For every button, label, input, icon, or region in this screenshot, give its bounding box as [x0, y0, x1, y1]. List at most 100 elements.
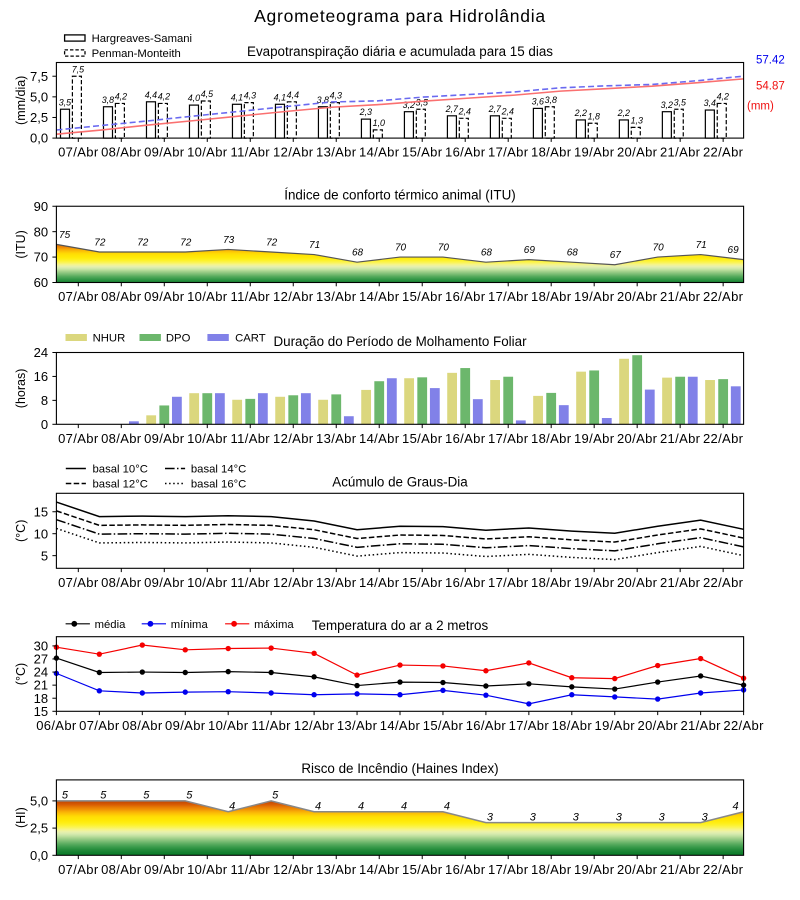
svg-text:16/Abr: 16/Abr: [445, 289, 486, 304]
svg-text:1,3: 1,3: [631, 115, 643, 125]
svg-text:18/Abr: 18/Abr: [531, 862, 572, 877]
svg-text:7,5: 7,5: [72, 64, 84, 74]
svg-text:(°C): (°C): [14, 663, 28, 685]
svg-text:2,7: 2,7: [488, 104, 502, 114]
svg-text:70: 70: [34, 250, 48, 265]
svg-text:5: 5: [272, 790, 279, 802]
svg-text:19/Abr: 19/Abr: [574, 862, 615, 877]
svg-text:14/Abr: 14/Abr: [359, 145, 400, 160]
svg-text:14/Abr: 14/Abr: [380, 718, 421, 733]
svg-text:3: 3: [530, 811, 537, 823]
svg-text:16: 16: [34, 369, 48, 384]
svg-text:22/Abr: 22/Abr: [703, 145, 744, 160]
svg-text:19/Abr: 19/Abr: [574, 575, 615, 590]
svg-text:11/Abr: 11/Abr: [251, 718, 291, 733]
svg-text:10/Abr: 10/Abr: [187, 289, 228, 304]
svg-text:11/Abr: 11/Abr: [231, 289, 271, 304]
svg-text:11/Abr: 11/Abr: [231, 575, 271, 590]
svg-text:75: 75: [59, 230, 71, 241]
svg-text:09/Abr: 09/Abr: [144, 289, 185, 304]
svg-text:4,1: 4,1: [274, 92, 286, 102]
svg-text:5: 5: [100, 790, 107, 802]
svg-text:07/Abr: 07/Abr: [58, 862, 99, 877]
svg-text:16/Abr: 16/Abr: [466, 718, 507, 733]
svg-text:13/Abr: 13/Abr: [337, 718, 378, 733]
svg-text:16/Abr: 16/Abr: [445, 575, 486, 590]
svg-text:70: 70: [395, 243, 407, 254]
svg-text:19/Abr: 19/Abr: [595, 718, 636, 733]
svg-text:19/Abr: 19/Abr: [574, 431, 615, 446]
svg-text:4: 4: [401, 801, 407, 813]
svg-text:4,2: 4,2: [115, 92, 127, 102]
svg-text:Evapotranspiração diária e acu: Evapotranspiração diária e acumulada par…: [247, 44, 553, 59]
svg-text:14/Abr: 14/Abr: [359, 431, 400, 446]
svg-text:08/Abr: 08/Abr: [101, 289, 142, 304]
svg-text:11/Abr: 11/Abr: [231, 431, 271, 446]
svg-text:15/Abr: 15/Abr: [402, 575, 443, 590]
svg-text:14/Abr: 14/Abr: [359, 289, 400, 304]
svg-text:07/Abr: 07/Abr: [58, 145, 99, 160]
svg-text:17/Abr: 17/Abr: [488, 862, 529, 877]
svg-text:13/Abr: 13/Abr: [316, 145, 357, 160]
svg-text:4,3: 4,3: [244, 91, 256, 101]
svg-text:21/Abr: 21/Abr: [660, 431, 701, 446]
svg-text:80: 80: [34, 224, 48, 239]
svg-text:média: média: [95, 619, 126, 631]
svg-text:7,5: 7,5: [30, 69, 48, 84]
svg-text:5: 5: [143, 790, 150, 802]
svg-text:30: 30: [34, 639, 48, 654]
svg-text:2,3: 2,3: [359, 107, 372, 117]
svg-text:(mm): (mm): [747, 100, 774, 112]
svg-text:69: 69: [524, 245, 536, 256]
svg-text:3,8: 3,8: [102, 95, 114, 105]
svg-text:(ITU): (ITU): [14, 230, 28, 258]
svg-text:14/Abr: 14/Abr: [359, 862, 400, 877]
svg-text:20/Abr: 20/Abr: [617, 431, 658, 446]
svg-text:18/Abr: 18/Abr: [531, 289, 572, 304]
svg-text:68: 68: [567, 248, 579, 259]
svg-text:07/Abr: 07/Abr: [58, 575, 99, 590]
svg-text:21: 21: [34, 678, 48, 693]
svg-text:15: 15: [34, 504, 48, 519]
svg-text:17/Abr: 17/Abr: [488, 289, 529, 304]
svg-text:2,5: 2,5: [30, 821, 48, 836]
svg-text:60: 60: [34, 275, 48, 290]
svg-text:3: 3: [616, 811, 623, 823]
svg-text:4: 4: [444, 801, 450, 813]
svg-text:Temperatura do ar a 2 metros: Temperatura do ar a 2 metros: [312, 618, 489, 633]
svg-text:4,1: 4,1: [231, 92, 243, 102]
svg-text:3,5: 3,5: [416, 97, 428, 107]
svg-text:18/Abr: 18/Abr: [531, 145, 572, 160]
svg-text:10/Abr: 10/Abr: [187, 862, 228, 877]
svg-text:3: 3: [702, 811, 709, 823]
svg-text:(HI): (HI): [14, 807, 28, 828]
svg-text:13/Abr: 13/Abr: [316, 289, 357, 304]
svg-text:16/Abr: 16/Abr: [445, 431, 486, 446]
svg-text:12/Abr: 12/Abr: [294, 718, 335, 733]
svg-text:3,5: 3,5: [59, 97, 71, 107]
svg-text:3,8: 3,8: [317, 95, 329, 105]
svg-text:18: 18: [34, 691, 48, 706]
svg-text:4,4: 4,4: [145, 90, 157, 100]
svg-text:15: 15: [34, 704, 48, 719]
svg-text:21/Abr: 21/Abr: [660, 575, 701, 590]
svg-text:4,4: 4,4: [287, 90, 299, 100]
svg-text:11/Abr: 11/Abr: [231, 862, 271, 877]
svg-text:09/Abr: 09/Abr: [144, 145, 185, 160]
svg-text:27: 27: [34, 652, 48, 667]
svg-text:20/Abr: 20/Abr: [617, 862, 658, 877]
svg-text:54.87: 54.87: [756, 81, 785, 93]
svg-text:07/Abr: 07/Abr: [79, 718, 120, 733]
svg-text:2,2: 2,2: [574, 108, 587, 118]
svg-text:máxima: máxima: [254, 619, 294, 631]
svg-text:90: 90: [34, 199, 48, 214]
svg-text:13/Abr: 13/Abr: [316, 431, 357, 446]
svg-text:Agrometeograma para Hidrolândi: Agrometeograma para Hidrolândia: [254, 6, 546, 26]
svg-text:70: 70: [438, 243, 450, 254]
svg-text:13/Abr: 13/Abr: [316, 575, 357, 590]
svg-text:15/Abr: 15/Abr: [402, 862, 443, 877]
svg-text:15/Abr: 15/Abr: [402, 289, 443, 304]
svg-text:2,7: 2,7: [445, 104, 459, 114]
svg-text:4: 4: [733, 801, 739, 813]
svg-text:(mm/dia): (mm/dia): [14, 76, 28, 125]
